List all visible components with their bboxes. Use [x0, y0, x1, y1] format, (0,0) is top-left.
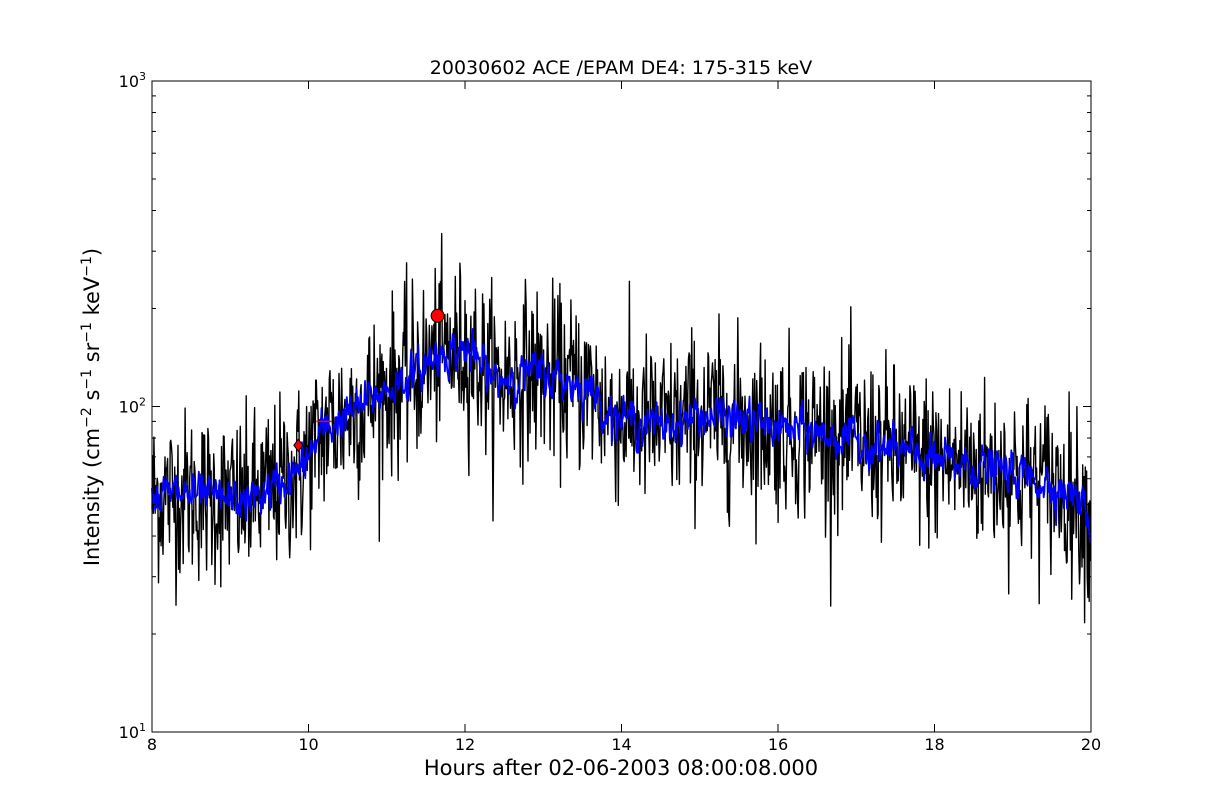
x-tick-label: 16	[768, 735, 788, 754]
x-tick-label: 8	[147, 735, 157, 754]
x-tick-label: 18	[924, 735, 944, 754]
x-tick-label: 10	[298, 735, 318, 754]
onset-marker	[293, 438, 304, 453]
y-tick-label: 101	[119, 721, 146, 742]
x-tick-label: 14	[611, 735, 631, 754]
y-axis-label: Intensity (cm−2 s−1 sr−1 keV−1)	[79, 248, 104, 566]
peak-marker	[430, 308, 445, 323]
x-tick-label: 20	[1081, 735, 1101, 754]
y-tick-label: 103	[119, 70, 146, 91]
plot-area	[151, 232, 1092, 624]
chart-title: 20030602 ACE /EPAM DE4: 175-315 keV	[430, 57, 812, 79]
y-axis: 101 102 103	[119, 70, 1091, 742]
x-axis-label: Hours after 02-06-2003 08:00:08.000	[424, 756, 818, 780]
x-tick-label: 12	[455, 735, 475, 754]
series-line-1	[151, 327, 1092, 543]
y-tick-label: 102	[119, 396, 146, 417]
x-axis: 8 10 12 14 16 18 20	[147, 81, 1101, 754]
